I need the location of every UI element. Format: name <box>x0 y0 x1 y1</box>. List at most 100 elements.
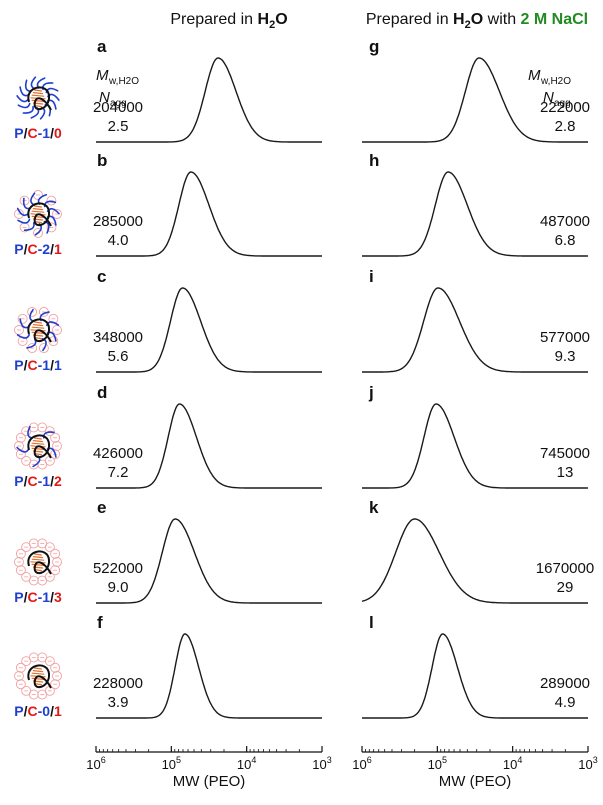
distribution-curve-g <box>362 57 588 143</box>
svg-text:M: M <box>528 67 541 84</box>
right-stats-header: M w,H2O N agg <box>528 67 571 109</box>
svg-text:w,H2O: w,H2O <box>108 76 139 87</box>
nagg-value: 6.8 <box>555 232 576 249</box>
sample-4: P/C-1/2 <box>14 422 62 489</box>
nagg-value: 7.2 <box>108 464 129 481</box>
mw-value: 1670000 <box>536 560 594 577</box>
mw-value: 285000 <box>93 213 143 230</box>
panel-letter: j <box>368 383 374 402</box>
distribution-curve-a <box>96 57 322 143</box>
svg-text:agg: agg <box>554 98 571 109</box>
x-tick-label: 105 <box>428 755 447 772</box>
nagg-value: 3.9 <box>108 694 129 711</box>
x-axis-label: MW (PEO) <box>439 773 512 790</box>
nagg-value: 13 <box>557 464 574 481</box>
sample-6: P/C-0/1 <box>14 652 62 719</box>
sample-icons-layer: P/C-1/0 P/C-2/1 P/C-1/1 P/C-1/2 P/C-1/3 P/C-0… <box>14 76 62 719</box>
nagg-value: 4.0 <box>108 232 129 249</box>
panel-letter: b <box>97 151 107 170</box>
sample-label: P/C-0/1 <box>14 703 62 719</box>
sample-5: P/C-1/3 <box>14 538 62 605</box>
mw-value: 222000 <box>540 99 590 116</box>
distribution-curve-f <box>96 633 322 719</box>
panel-g: g 222000 2.8 <box>362 37 590 143</box>
mw-value: 204000 <box>93 99 143 116</box>
nagg-value: 29 <box>557 579 574 596</box>
panel-a: a 204000 2.5 <box>93 37 322 143</box>
sample-label: P/C-1/3 <box>14 589 62 605</box>
panel-letter: c <box>97 267 106 286</box>
panel-letter: h <box>369 151 379 170</box>
nagg-value: 5.6 <box>108 348 129 365</box>
panel-letter: a <box>97 37 107 56</box>
panel-h: h 487000 6.8 <box>362 151 590 257</box>
distribution-curve-b <box>96 171 322 257</box>
distribution-curve-i <box>362 287 588 373</box>
mw-value: 426000 <box>93 445 143 462</box>
distribution-curve-d <box>96 403 322 489</box>
micelle-illustration <box>14 422 62 470</box>
x-tick-label: 106 <box>86 755 105 772</box>
x-tick-label: 103 <box>312 755 331 772</box>
nagg-value: 9.0 <box>108 579 129 596</box>
x-tick-label: 103 <box>578 755 597 772</box>
panel-c: c 348000 5.6 <box>93 267 322 373</box>
panel-letter: l <box>369 613 374 632</box>
panel-letter: g <box>369 37 379 56</box>
sample-2: P/C-2/1 <box>14 190 62 257</box>
x-tick-label: 104 <box>237 755 256 772</box>
sample-label: P/C-1/2 <box>14 473 62 489</box>
distribution-curve-j <box>362 403 588 489</box>
panel-letter: k <box>369 498 379 517</box>
panel-i: i 577000 9.3 <box>362 267 590 373</box>
micelle-illustration <box>14 190 62 238</box>
panel-k: k 1670000 29 <box>361 498 594 604</box>
x-axis-label: MW (PEO) <box>173 773 246 790</box>
sample-label: P/C-2/1 <box>14 241 62 257</box>
panel-b: b 285000 4.0 <box>93 151 322 257</box>
sample-label: P/C-1/1 <box>14 357 62 373</box>
distribution-curve-h <box>362 171 588 257</box>
panel-d: d 426000 7.2 <box>93 383 322 489</box>
mw-value: 487000 <box>540 213 590 230</box>
panel-letter: e <box>97 498 106 517</box>
panel-j: j 745000 13 <box>362 383 590 489</box>
panel-e: e 522000 9.0 <box>93 498 322 604</box>
svg-text:M: M <box>96 67 109 84</box>
panel-letter: i <box>369 267 374 286</box>
x-tick-label: 104 <box>503 755 522 772</box>
svg-text:agg: agg <box>110 98 127 109</box>
nagg-value: 4.9 <box>555 694 576 711</box>
micelle-illustration <box>16 76 60 120</box>
distribution-curve-l <box>362 633 588 719</box>
svg-text:N: N <box>543 89 554 106</box>
svg-text:w,H2O: w,H2O <box>540 76 571 87</box>
nacl-label: 2 M NaCl <box>521 11 589 28</box>
panel-l: l 289000 4.9 <box>362 613 590 719</box>
svg-text:N: N <box>99 89 110 106</box>
panel-letter: f <box>97 613 103 632</box>
x-axes-layer: 106 105 104 103 MW (PEO) 106 105 104 103 MW (PEO) <box>86 746 598 790</box>
x-tick-label: 105 <box>162 755 181 772</box>
sample-3: P/C-1/1 <box>14 306 62 373</box>
sample-label: P/C-1/0 <box>14 125 62 141</box>
mw-value: 228000 <box>93 675 143 692</box>
distribution-curve-e <box>96 518 322 604</box>
x-tick-label: 106 <box>352 755 371 772</box>
micelle-illustration <box>14 538 62 586</box>
sample-1: P/C-1/0 <box>14 76 62 141</box>
nagg-value: 2.8 <box>555 118 576 135</box>
mw-value: 522000 <box>93 560 143 577</box>
panel-letter: d <box>97 383 107 402</box>
x-axis-right: 106 105 104 103 MW (PEO) <box>352 746 598 790</box>
nagg-value: 2.5 <box>108 118 129 135</box>
panels-layer: a 204000 2.5b 285000 4.0 c 348000 5.6 d 426000 7.2… <box>93 37 594 719</box>
panel-f: f 228000 3.9 <box>93 613 322 719</box>
mw-value: 289000 <box>540 675 590 692</box>
distribution-curve-k <box>361 518 588 604</box>
left-stats-header: M w,H2O N agg <box>96 67 139 109</box>
micelle-illustration <box>14 306 62 354</box>
mw-value: 348000 <box>93 329 143 346</box>
left-column-title: Prepared in H2O <box>170 11 287 31</box>
